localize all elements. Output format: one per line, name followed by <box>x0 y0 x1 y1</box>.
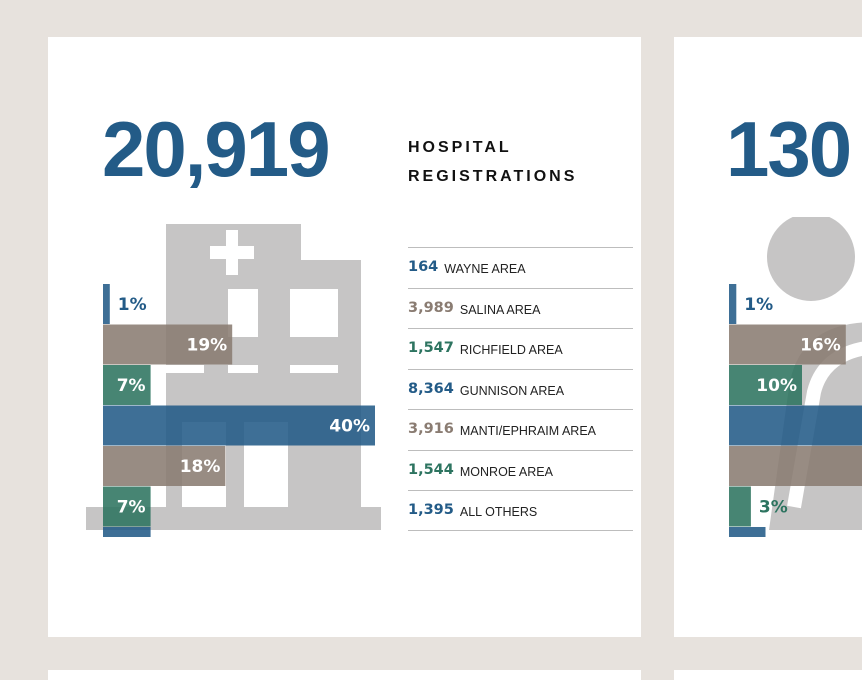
bar-6 <box>103 486 151 527</box>
legend-area-label: MANTI/EPHRAIM AREA <box>459 424 597 438</box>
legend-row: 1,544 MONROE AREA <box>408 449 633 490</box>
title-line-1: HOSPITAL <box>408 139 512 156</box>
bar-2 <box>729 324 846 365</box>
legend-row: 3,989 SALINA AREA <box>408 287 633 328</box>
bar-label-2: 16% <box>800 336 841 356</box>
second-total: 130 <box>726 105 852 193</box>
hospital-registrations-card: 20,919 HOSPITAL REGISTRATIONS 1% 19% 7% 40%… <box>48 37 641 637</box>
bar-7 <box>729 527 766 537</box>
hospital-bar-chart: 1%19%7%40%18%7%7% <box>86 224 381 537</box>
legend-value: 164 <box>408 259 439 275</box>
bar-series: 1%19%7%40%18%7%7% <box>103 284 375 537</box>
legend-area-label: RICHFIELD AREA <box>459 343 563 357</box>
legend-area-label: ALL OTHERS <box>459 505 538 519</box>
legend-value: 1,547 <box>408 340 454 356</box>
legend-row: 1,395 ALL OTHERS <box>408 490 633 530</box>
legend-value: 3,989 <box>408 299 454 316</box>
legend-area-label: WAYNE AREA <box>444 262 526 276</box>
legend-value: 1,544 <box>408 461 454 478</box>
legend-value: 1,395 <box>408 502 454 518</box>
total-registrations: 20,919 <box>102 105 331 193</box>
next-card-right <box>674 670 862 680</box>
bar-label-2: 19% <box>186 336 227 356</box>
bar-4 <box>103 405 375 446</box>
legend-area-label: GUNNISON AREA <box>459 383 565 398</box>
bar-label-5: 18% <box>180 457 221 477</box>
second-stat-card: 130 1%16%10%3%5% <box>674 37 862 637</box>
legend-value: 8,364 <box>408 380 454 397</box>
bar-5 <box>103 446 226 486</box>
bar-5 <box>729 446 862 486</box>
bar-label-1: 1% <box>744 295 773 315</box>
bar-7 <box>103 527 151 537</box>
legend-row: 164 WAYNE AREA <box>408 247 633 287</box>
bar-label-1: 1% <box>118 295 147 315</box>
bar-label-3: 7% <box>117 376 146 396</box>
title-line-2: REGISTRATIONS <box>408 168 578 185</box>
legend-divider <box>408 530 633 531</box>
legend-area-label: SALINA AREA <box>459 302 541 317</box>
chart-title: HOSPITAL REGISTRATIONS <box>408 133 577 191</box>
legend-row: 1,547 RICHFIELD AREA <box>408 328 633 368</box>
bar-6 <box>729 486 751 527</box>
bar-2 <box>103 324 233 365</box>
bar-4 <box>729 405 862 446</box>
legend-row: 8,364 GUNNISON AREA <box>408 368 633 409</box>
bar-1 <box>729 284 737 324</box>
second-bar-chart: 1%16%10%3%5% <box>729 217 862 537</box>
bar-3 <box>729 365 802 405</box>
legend-area-label: MONROE AREA <box>459 464 553 479</box>
legend-value: 3,916 <box>408 421 454 437</box>
legend-row: 3,916 MANTI/EPHRAIM AREA <box>408 409 633 449</box>
hospital-building-icon <box>86 224 381 530</box>
next-card-left <box>48 670 641 680</box>
bar-label-6: 7% <box>117 498 146 518</box>
bar-label-6: 3% <box>759 498 788 518</box>
bar-label-3: 10% <box>756 376 797 396</box>
bar-series: 1%16%10%3%5% <box>729 284 862 537</box>
bar-1 <box>103 284 110 324</box>
bar-label-4: 40% <box>329 417 370 437</box>
bar-3 <box>103 365 151 405</box>
